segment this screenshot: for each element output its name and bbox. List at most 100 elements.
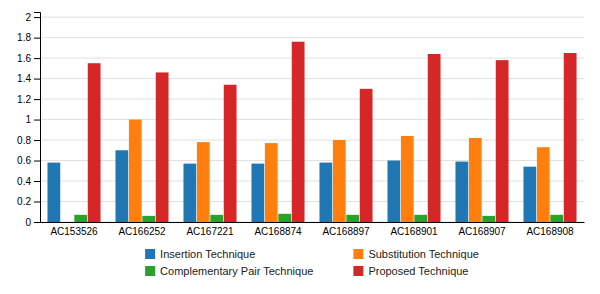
x-tick: AC153526 xyxy=(50,226,98,237)
x-tick-label: AC168907 xyxy=(458,226,506,237)
bar xyxy=(537,147,550,222)
x-tick: AC168901 xyxy=(390,226,438,237)
grid xyxy=(40,17,584,222)
bar xyxy=(278,214,291,222)
bar xyxy=(61,222,74,223)
y-tick: 1.6 xyxy=(17,53,40,64)
bar xyxy=(401,136,414,222)
legend-swatch xyxy=(145,249,155,259)
bar xyxy=(360,89,373,222)
y-tick: 0.8 xyxy=(17,135,40,146)
bar xyxy=(346,215,359,222)
y-tick-mark xyxy=(34,99,40,100)
y-tick-label: 0.4 xyxy=(17,176,31,187)
legend-swatch xyxy=(145,266,155,276)
bar xyxy=(319,163,332,222)
y-tick: 1 xyxy=(25,114,40,125)
y-tick: 1.2 xyxy=(17,94,40,105)
x-tick: AC168897 xyxy=(322,226,370,237)
y-tick: 0 xyxy=(25,217,40,228)
y-tick-mark xyxy=(34,120,40,121)
bar xyxy=(224,85,237,222)
y-tick-mark xyxy=(34,202,40,203)
y-tick-mark xyxy=(34,222,40,223)
bar xyxy=(115,150,128,222)
bars xyxy=(47,42,576,222)
y-tick-mark xyxy=(34,38,40,39)
legend-swatch xyxy=(353,266,363,276)
bar xyxy=(156,72,169,222)
y-tick: 0.6 xyxy=(17,155,40,166)
y-tick-label: 1.2 xyxy=(17,94,31,105)
y-axis-line xyxy=(34,13,41,223)
bar xyxy=(414,215,427,222)
bar xyxy=(251,164,264,222)
bar xyxy=(129,120,142,222)
x-tick: AC166252 xyxy=(118,226,166,237)
bar xyxy=(550,215,563,222)
y-tick-label: 1.4 xyxy=(17,73,31,84)
legend-label: Substitution Technique xyxy=(368,248,479,260)
x-tick-label: AC168908 xyxy=(526,226,574,237)
x-tick: AC168907 xyxy=(458,226,506,237)
bar xyxy=(523,167,536,222)
plot: 0 0.2 0.4 0.6 0.8 1 1.2 1.4 1.6 1.8 2 AC153526 AC166… xyxy=(17,12,584,237)
x-tick: AC168874 xyxy=(254,226,302,237)
y-tick: 1.4 xyxy=(17,73,40,84)
bar xyxy=(455,162,468,222)
bar xyxy=(265,143,278,222)
legend-item: Substitution Technique xyxy=(353,248,479,260)
y-tick-mark xyxy=(34,161,40,162)
y-tick-label: 1 xyxy=(25,114,31,125)
y-tick-label: 0.6 xyxy=(17,155,31,166)
legend-item: Complementary Pair Technique xyxy=(145,265,313,277)
legend-swatch xyxy=(353,249,363,259)
bar-series xyxy=(129,120,550,222)
x-tick-label: AC166252 xyxy=(118,226,166,237)
chart: 0 0.2 0.4 0.6 0.8 1 1.2 1.4 1.6 1.8 2 AC153526 AC166… xyxy=(0,0,600,294)
bar xyxy=(142,216,155,222)
x-tick-label: AC153526 xyxy=(50,226,98,237)
bar xyxy=(564,53,577,222)
legend-label: Complementary Pair Technique xyxy=(160,265,313,277)
x-axis: AC153526 AC166252 AC167221 AC168874 AC168897… xyxy=(41,223,585,238)
y-tick-mark xyxy=(34,58,40,59)
grid-line xyxy=(40,17,584,18)
x-tick-label: AC167221 xyxy=(186,226,234,237)
y-tick: 0.4 xyxy=(17,176,40,187)
bar xyxy=(333,140,346,222)
y-axis: 0 0.2 0.4 0.6 0.8 1 1.2 1.4 1.6 1.8 2 xyxy=(17,12,40,228)
y-tick-label: 1.8 xyxy=(17,32,31,43)
bar-series xyxy=(74,214,563,222)
bar xyxy=(47,163,60,222)
x-tick: AC167221 xyxy=(186,226,234,237)
bar-series xyxy=(88,42,577,222)
legend-label: Insertion Technique xyxy=(160,248,255,260)
y-tick-label: 1.6 xyxy=(17,53,31,64)
y-tick-label: 0.8 xyxy=(17,135,31,146)
bar xyxy=(183,164,196,222)
y-tick-mark xyxy=(34,181,40,182)
y-tick-label: 2 xyxy=(25,12,31,23)
bar xyxy=(387,161,400,222)
bar xyxy=(88,63,101,222)
legend: Insertion Technique Substitution Techniqu… xyxy=(145,248,479,277)
y-tick-label: 0.2 xyxy=(17,196,31,207)
bar xyxy=(74,215,87,222)
y-tick-label: 0 xyxy=(25,217,31,228)
y-tick: 1.8 xyxy=(17,32,40,43)
x-tick-label: AC168874 xyxy=(254,226,302,237)
grid-line xyxy=(40,58,584,59)
bar xyxy=(197,142,210,222)
bar xyxy=(482,216,495,222)
y-tick-mark xyxy=(34,140,40,141)
legend-label: Proposed Technique xyxy=(368,265,468,277)
x-tick: AC168908 xyxy=(526,226,574,237)
x-tick-label: AC168901 xyxy=(390,226,438,237)
bar xyxy=(469,138,482,222)
bar xyxy=(292,42,305,222)
y-tick: 2 xyxy=(25,12,40,23)
bar xyxy=(428,54,441,222)
bar xyxy=(496,60,509,222)
y-tick-mark xyxy=(34,79,40,80)
